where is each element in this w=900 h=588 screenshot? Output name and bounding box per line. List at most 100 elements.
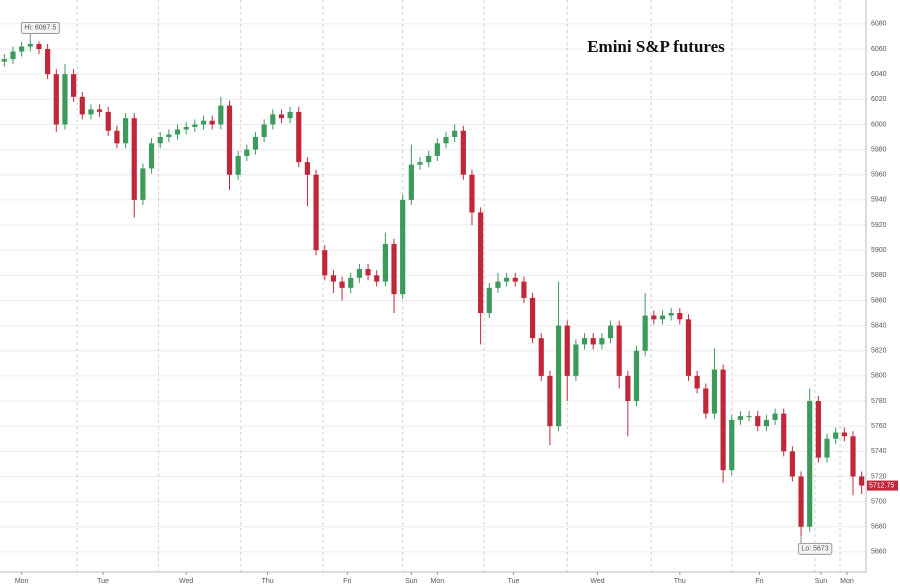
candle-body [114, 130, 120, 144]
x-tick-label: Fri [755, 578, 764, 585]
candle-body [607, 325, 614, 339]
candle-body [278, 114, 285, 119]
candle-body [850, 436, 856, 477]
plot-area [0, 0, 866, 572]
candle-body [183, 126, 189, 130]
candle-body [218, 105, 224, 125]
candle-body [148, 143, 155, 169]
candle-body [235, 155, 241, 175]
candle-body [859, 476, 865, 486]
candle-body [252, 137, 259, 150]
candle-body [79, 96, 85, 115]
chart-title: Emini S&P futures [587, 37, 725, 56]
x-tick-label: Mon [431, 578, 445, 585]
candle-body [348, 277, 354, 288]
candle-body [434, 143, 440, 156]
candle-body [789, 451, 795, 477]
y-tick-label: 5900 [871, 247, 887, 254]
y-tick-label: 6020 [871, 96, 887, 103]
candle-body [157, 137, 163, 144]
candle-body [746, 416, 752, 418]
x-tick-label: Sun [815, 578, 828, 585]
candle-body [495, 281, 501, 288]
candle-body [737, 416, 744, 420]
candle-body [88, 109, 94, 115]
candle-body [122, 118, 129, 144]
y-tick-label: 6060 [871, 46, 887, 53]
candle-body [131, 118, 137, 200]
candle-body [815, 401, 821, 458]
x-tick-label: Tue [508, 578, 520, 585]
candle-body [469, 174, 475, 213]
candle-body [408, 164, 414, 200]
y-tick-label: 5940 [871, 197, 887, 204]
candle-body [27, 44, 33, 47]
candle-body [330, 275, 337, 282]
candle-body [538, 338, 544, 376]
candle-body [685, 319, 692, 376]
candle-body [105, 111, 111, 131]
candle-body [261, 124, 267, 138]
y-tick-label: 5960 [871, 172, 887, 179]
x-tick-label: Fri [343, 578, 352, 585]
candle-body [209, 120, 215, 125]
candle-body [824, 438, 830, 458]
y-tick-label: 5800 [871, 373, 887, 380]
candle-body [19, 46, 25, 52]
candle-body [703, 388, 709, 414]
plot-background [0, 0, 866, 572]
candle-body [244, 149, 250, 156]
candle-body [45, 49, 51, 75]
candle-body [486, 287, 492, 314]
candle-body [53, 74, 59, 125]
candle-body [382, 243, 388, 282]
y-tick-label: 6040 [871, 71, 887, 78]
candle-body [443, 137, 449, 144]
candle-body [729, 419, 735, 471]
candle-body [374, 275, 380, 282]
candle-body [564, 325, 570, 376]
x-tick-label: Thu [674, 578, 686, 585]
candle-body [755, 416, 761, 427]
candle-body [677, 313, 683, 320]
candle-body [547, 375, 553, 427]
y-tick-label: 5680 [871, 524, 887, 531]
y-tick-label: 5840 [871, 322, 887, 329]
candle-body [304, 162, 311, 175]
candle-body [10, 51, 16, 60]
candle-body [174, 129, 181, 135]
x-tick-label: Mon [15, 578, 29, 585]
candle-body [96, 109, 103, 112]
candle-body [590, 338, 596, 345]
candle-body [711, 369, 718, 414]
last-price-label: 5712.75 [869, 482, 894, 489]
y-tick-label: 6080 [871, 21, 887, 28]
candle-body [694, 375, 700, 389]
candle-body [512, 277, 518, 282]
candle-body [200, 120, 207, 125]
candle-body [287, 111, 293, 119]
candle-body [651, 315, 657, 320]
candle-body [339, 281, 345, 288]
candle-body [720, 369, 726, 471]
candle-body [296, 111, 302, 163]
candle-body [625, 375, 631, 402]
candle-body [581, 338, 588, 345]
candle-body [192, 124, 198, 127]
candle-body [478, 212, 484, 314]
y-tick-label: 5660 [871, 549, 887, 556]
candle-body [400, 199, 406, 295]
last-price-box [867, 480, 898, 491]
candle-body [642, 315, 648, 351]
candle-body [555, 325, 562, 427]
candle-body [62, 74, 68, 125]
candle-body [668, 313, 674, 316]
candle-body [599, 338, 605, 345]
annotation-label: Lo: 5673 [801, 545, 828, 552]
candle-body [772, 413, 778, 420]
candle-body [270, 114, 276, 125]
annotation-box [20, 21, 60, 34]
candle-body [226, 105, 233, 175]
y-tick-label: 5820 [871, 348, 887, 355]
